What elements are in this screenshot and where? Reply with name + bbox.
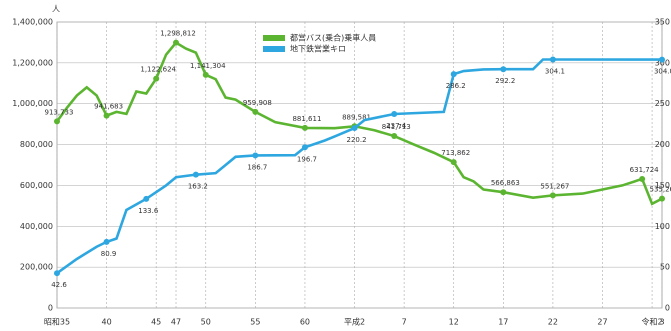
series-line bbox=[56, 58, 663, 275]
x-tick-label: 47 bbox=[171, 318, 181, 327]
point bbox=[192, 171, 199, 178]
data-label: 1,298,812 bbox=[160, 30, 196, 38]
point bbox=[252, 108, 259, 115]
data-label: 220.2 bbox=[347, 136, 367, 144]
y2-tick-label: 350 bbox=[655, 18, 670, 27]
y2-tick-label: 300 bbox=[655, 58, 670, 67]
data-label: 941,683 bbox=[94, 103, 123, 111]
legend-label: 都営バス(乗合)乗車人員 bbox=[290, 33, 376, 43]
point bbox=[173, 39, 180, 46]
data-label: 1,141,304 bbox=[190, 62, 226, 70]
x-tick-label: 17 bbox=[498, 318, 508, 327]
legend-swatch bbox=[263, 46, 285, 52]
point bbox=[659, 56, 665, 63]
data-label: 566,863 bbox=[491, 179, 520, 187]
legend-label: 地下鉄営業キロ bbox=[290, 44, 346, 54]
y-unit: 人 bbox=[52, 5, 60, 14]
point bbox=[391, 111, 398, 118]
y2-tick-label: 50 bbox=[660, 263, 670, 272]
data-label: 551,267 bbox=[540, 182, 569, 190]
y2-tick-label: 100 bbox=[655, 222, 670, 231]
x-tick-label: 令和2 bbox=[642, 317, 663, 327]
point bbox=[639, 175, 646, 182]
point bbox=[301, 144, 308, 151]
y-tick-label: 1,400,000 bbox=[12, 18, 53, 27]
x-tick-label: 7 bbox=[402, 318, 407, 327]
point bbox=[450, 71, 457, 78]
y-tick-label: 1,200,000 bbox=[12, 58, 53, 67]
series-line bbox=[55, 40, 663, 206]
point bbox=[153, 75, 160, 82]
point bbox=[549, 192, 556, 199]
data-label: 196.7 bbox=[297, 155, 317, 163]
data-label: 42.6 bbox=[51, 281, 67, 289]
point bbox=[202, 71, 209, 78]
data-label: 304.1 bbox=[545, 68, 565, 76]
point bbox=[143, 195, 150, 202]
x-tick-label: 22 bbox=[548, 318, 558, 327]
data-label: 133.6 bbox=[138, 207, 159, 215]
y-tick-label: 200,000 bbox=[20, 263, 53, 272]
data-label: 80.9 bbox=[101, 250, 117, 258]
x-tick-label: 40 bbox=[101, 318, 111, 327]
y-tick-label: 600,000 bbox=[20, 181, 53, 190]
data-label: 881,611 bbox=[292, 115, 321, 123]
y-tick-label: 0 bbox=[48, 304, 53, 313]
x-tick-label: 50 bbox=[201, 318, 211, 327]
point bbox=[252, 152, 259, 159]
x-tick-label: 45 bbox=[151, 318, 161, 327]
y2-tick-label: 0 bbox=[665, 304, 670, 313]
y2-tick-label: 150 bbox=[655, 181, 670, 190]
point bbox=[659, 195, 665, 202]
data-label: 631,724 bbox=[630, 166, 659, 174]
data-label: 286.2 bbox=[446, 82, 466, 90]
data-label: 841,713 bbox=[382, 123, 411, 131]
y-tick-label: 400,000 bbox=[20, 222, 53, 231]
point bbox=[391, 133, 398, 140]
point bbox=[54, 118, 60, 125]
x-tick-label: 12 bbox=[449, 318, 459, 327]
x-tick-label: 27 bbox=[597, 318, 607, 327]
data-label: 713,862 bbox=[441, 149, 470, 157]
data-label: 959,908 bbox=[243, 99, 272, 107]
data-label: 163.2 bbox=[188, 183, 208, 191]
data-label: 237.4 bbox=[386, 122, 407, 130]
x-tick-label: 60 bbox=[300, 318, 310, 327]
point bbox=[351, 125, 358, 132]
y2-tick-label: 200 bbox=[655, 140, 670, 149]
y-tick-label: 1,000,000 bbox=[12, 99, 53, 108]
y2-tick-label: 250 bbox=[655, 99, 670, 108]
x-tick-label: 昭和35 bbox=[44, 318, 70, 327]
point bbox=[500, 189, 507, 196]
data-label: 304.0 bbox=[654, 68, 671, 76]
x-tick-label: 55 bbox=[250, 318, 260, 327]
x-tick-label: 3 bbox=[659, 318, 664, 327]
data-label: 889,581 bbox=[342, 113, 371, 121]
data-label: 913,733 bbox=[45, 108, 74, 116]
data-label: 186.7 bbox=[247, 163, 267, 171]
x-tick-label: 平成2 bbox=[344, 317, 365, 327]
point bbox=[54, 270, 60, 277]
point bbox=[103, 238, 110, 245]
point bbox=[549, 56, 556, 63]
point bbox=[450, 159, 457, 166]
data-label: 1,122,624 bbox=[140, 66, 176, 74]
data-label: 292.2 bbox=[495, 77, 515, 85]
y-tick-label: 800,000 bbox=[20, 140, 53, 149]
legend-swatch bbox=[263, 35, 285, 41]
point bbox=[103, 112, 110, 119]
data-label: 535,264 bbox=[650, 186, 671, 194]
point bbox=[500, 66, 507, 73]
point bbox=[301, 124, 308, 131]
